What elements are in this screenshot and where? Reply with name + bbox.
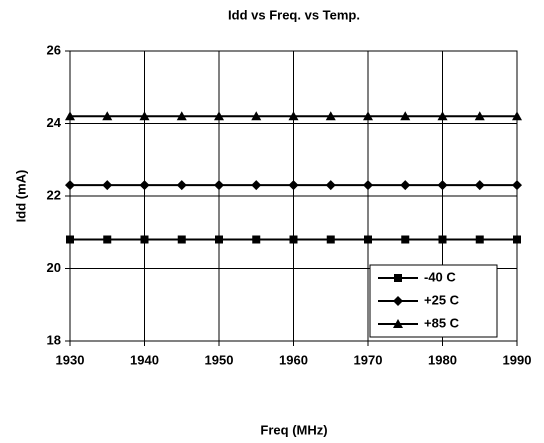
y-tick-label: 20 [47,260,61,275]
marker [251,180,262,191]
marker [326,235,335,244]
legend-label: +25 C [424,292,460,307]
marker [475,235,484,244]
marker [512,111,522,121]
marker [363,180,373,191]
marker [66,235,74,244]
marker [325,180,336,191]
marker [437,111,448,121]
marker [177,235,186,244]
marker [65,180,75,191]
marker [102,111,113,121]
legend-label: +85 C [424,315,460,330]
marker [252,235,261,244]
marker [474,180,485,191]
marker [513,235,521,244]
marker [176,111,187,121]
y-axis-label: Idd (mA) [13,170,28,223]
x-tick-label: 1980 [428,352,457,367]
marker [139,180,150,191]
marker [215,235,223,244]
x-tick-label: 1950 [205,352,234,367]
marker [289,235,298,244]
marker [400,111,411,121]
legend-marker [393,319,403,328]
chart-title: Idd vs Freq. vs Temp. [228,7,360,22]
marker [325,111,336,121]
y-tick-label: 18 [47,332,61,347]
legend-marker [393,296,403,306]
x-tick-label: 1930 [56,352,85,367]
marker [437,180,448,191]
y-tick-label: 22 [47,187,61,202]
legend-marker [394,274,402,282]
y-tick-label: 24 [47,115,62,130]
x-tick-label: 1990 [503,352,532,367]
marker [288,111,299,121]
x-tick-label: 1940 [130,352,159,367]
marker [363,111,373,121]
marker [288,180,299,191]
marker [364,235,372,244]
marker [214,180,224,191]
marker [102,180,113,191]
x-tick-label: 1970 [354,352,383,367]
marker [400,180,411,191]
x-tick-label: 1960 [279,352,308,367]
marker [103,235,112,244]
x-axis-label: Freq (MHz) [260,422,327,437]
marker [512,180,522,191]
marker [139,111,150,121]
y-tick-label: 26 [47,42,61,57]
marker [474,111,485,121]
legend-label: -40 C [424,269,456,284]
marker [251,111,262,121]
marker [214,111,224,121]
marker [140,235,149,244]
marker [65,111,75,121]
marker [401,235,410,244]
marker [176,180,187,191]
marker [438,235,447,244]
